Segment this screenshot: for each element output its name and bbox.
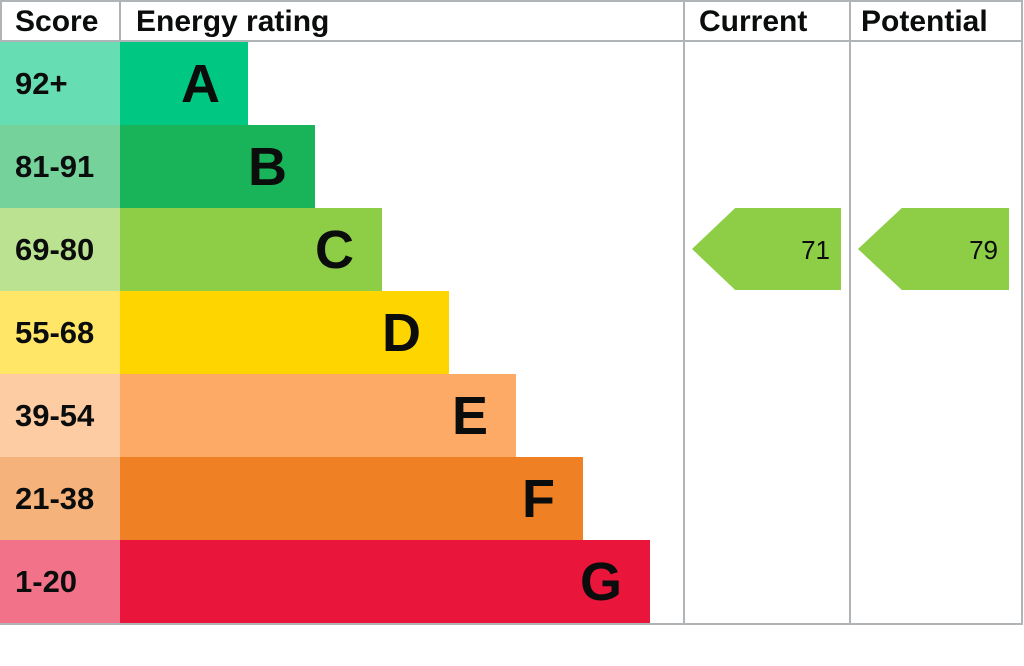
potential-rating-value: 79 [969,235,998,265]
band-score-range: 92+ [0,42,120,125]
current-column-header: Current [699,5,808,38]
band-letter: F [522,468,555,529]
band-letter: A [181,53,220,114]
band-letter: G [579,551,622,612]
potential-column-header: Potential [861,5,988,38]
band-letter: D [382,302,421,363]
band-row: 55-68 D [0,291,650,374]
header-left-border [0,0,2,41]
current-column-divider [683,0,685,625]
header-top-border [0,0,1023,2]
band-bar: E [120,374,516,457]
energy-rating-column-header: Energy rating [136,5,330,38]
band-score-range: 1-20 [0,540,120,623]
band-bar: C [120,208,382,291]
band-row: 39-54 E [0,374,650,457]
band-score-range: 55-68 [0,291,120,374]
band-letter: B [248,136,287,197]
band-score-range: 21-38 [0,457,120,540]
band-letter: E [451,385,488,446]
band-score-range: 81-91 [0,125,120,208]
score-column-divider [119,0,121,41]
band-row: 1-20 G [0,540,650,623]
band-row: 81-91 B [0,125,650,208]
band-score-range: 39-54 [0,374,120,457]
band-row: 21-38 F [0,457,650,540]
band-rows: 92+ A 81-91 B 69-80 C 55-68 D 39-54 E 21… [0,42,650,623]
band-bar: B [120,125,315,208]
right-border [1021,0,1023,625]
band-score-range: 69-80 [0,208,120,291]
potential-rating-arrow: 79 [858,208,1009,290]
potential-column-divider [849,0,851,625]
band-letter: C [315,219,354,280]
current-rating-arrow: 71 [692,208,841,290]
band-bar: D [120,291,449,374]
band-row: 92+ A [0,42,650,125]
chart-bottom-border [0,623,1023,625]
current-rating-value: 71 [801,235,830,265]
band-bar: F [120,457,583,540]
score-column-header: Score [15,5,99,38]
band-bar: A [120,42,248,125]
header-bottom-border [0,40,1023,42]
band-bar: G [120,540,650,623]
band-row: 69-80 C [0,208,650,291]
